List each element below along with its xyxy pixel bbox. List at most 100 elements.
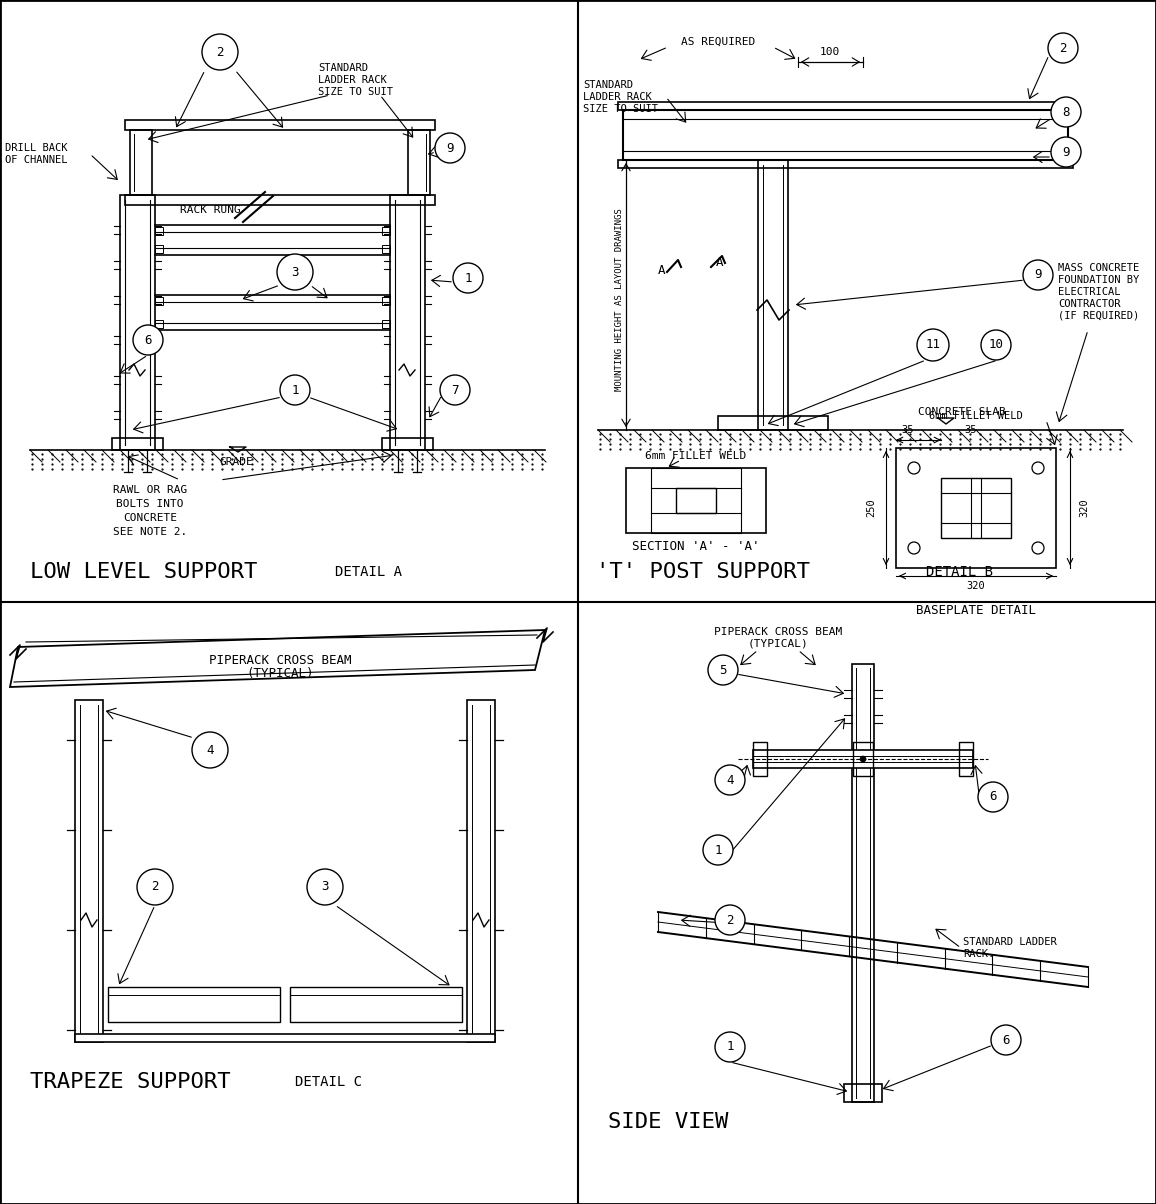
Text: 8: 8 (1062, 106, 1069, 118)
Text: SIZE TO SUIT: SIZE TO SUIT (318, 87, 393, 98)
Text: 2: 2 (151, 880, 158, 893)
Circle shape (1032, 462, 1044, 474)
Circle shape (978, 783, 1008, 811)
Text: STANDARD: STANDARD (583, 79, 633, 90)
Text: 6mm FILLET WELD: 6mm FILLET WELD (929, 411, 1023, 421)
Bar (718, 417, 828, 430)
Text: 1: 1 (726, 1040, 734, 1054)
Text: DETAIL B: DETAIL B (926, 565, 993, 579)
Text: 320: 320 (966, 582, 985, 591)
Bar (155, 320, 163, 327)
Bar (618, 160, 1073, 169)
Circle shape (703, 836, 733, 864)
Text: MASS CONCRETE: MASS CONCRETE (1058, 262, 1140, 273)
Text: LADDER RACK: LADDER RACK (318, 75, 387, 85)
Text: STANDARD LADDER: STANDARD LADDER (963, 937, 1057, 948)
Bar (75, 1034, 495, 1041)
Text: SIZE TO SUIT: SIZE TO SUIT (583, 104, 658, 114)
Bar (844, 1084, 882, 1102)
Bar (959, 742, 973, 777)
Text: A: A (658, 264, 666, 277)
Circle shape (277, 254, 313, 290)
Bar (623, 110, 1068, 160)
Text: BOLTS INTO: BOLTS INTO (117, 498, 184, 509)
Text: 35: 35 (964, 425, 977, 435)
Text: 1: 1 (714, 844, 721, 856)
Text: RAWL OR RAG: RAWL OR RAG (113, 485, 187, 495)
Circle shape (133, 325, 163, 355)
Polygon shape (10, 630, 544, 687)
Circle shape (435, 132, 465, 163)
Circle shape (860, 756, 866, 762)
Bar (155, 228, 163, 235)
Bar (155, 244, 163, 253)
Circle shape (981, 330, 1012, 360)
Circle shape (1051, 137, 1081, 167)
Bar (852, 663, 874, 1102)
Bar (129, 130, 151, 195)
Text: LOW LEVEL SUPPORT: LOW LEVEL SUPPORT (30, 562, 258, 582)
Bar (408, 130, 430, 195)
Text: MOUNTING HEIGHT AS LAYOUT DRAWINGS: MOUNTING HEIGHT AS LAYOUT DRAWINGS (615, 208, 624, 391)
Text: 6: 6 (144, 334, 151, 347)
Text: LADDER RACK: LADDER RACK (583, 92, 652, 102)
Circle shape (192, 732, 228, 768)
Bar (941, 478, 1012, 538)
Text: PIPERACK CROSS BEAM: PIPERACK CROSS BEAM (209, 654, 351, 667)
Text: PIPERACK CROSS BEAM: PIPERACK CROSS BEAM (714, 627, 842, 637)
Text: SEE NOTE 2.: SEE NOTE 2. (113, 527, 187, 537)
Text: 6: 6 (1002, 1033, 1009, 1046)
Text: 2: 2 (726, 914, 734, 927)
Bar (75, 700, 103, 1041)
Text: 2: 2 (216, 46, 224, 59)
Text: CONTRACTOR: CONTRACTOR (1058, 299, 1120, 309)
Text: 'T' POST SUPPORT: 'T' POST SUPPORT (596, 562, 810, 582)
Circle shape (138, 869, 173, 905)
Circle shape (440, 374, 470, 405)
Circle shape (453, 262, 483, 293)
Text: FOUNDATION BY: FOUNDATION BY (1058, 275, 1140, 285)
Text: 9: 9 (446, 142, 454, 154)
Text: (TYPICAL): (TYPICAL) (246, 667, 313, 680)
Circle shape (907, 462, 920, 474)
Bar (651, 468, 741, 533)
Circle shape (707, 655, 738, 685)
Bar (381, 228, 390, 235)
Text: DRILL BACK: DRILL BACK (5, 143, 67, 153)
Bar (125, 120, 435, 130)
Text: RACK RUNG: RACK RUNG (180, 205, 240, 216)
Bar (753, 750, 973, 768)
Text: OF CHANNEL: OF CHANNEL (5, 155, 67, 165)
Circle shape (716, 1032, 744, 1062)
Circle shape (1048, 33, 1079, 63)
Text: (TYPICAL): (TYPICAL) (748, 639, 808, 649)
Bar (381, 438, 434, 450)
Bar (896, 448, 1055, 568)
Bar (853, 742, 873, 777)
Text: SECTION 'A' - 'A': SECTION 'A' - 'A' (632, 539, 759, 553)
Text: 4: 4 (206, 744, 214, 756)
Text: 3: 3 (291, 266, 298, 278)
Text: 35: 35 (901, 425, 913, 435)
Text: GRADE: GRADE (220, 458, 254, 467)
Circle shape (307, 869, 343, 905)
Bar (381, 297, 390, 305)
Circle shape (1051, 98, 1081, 126)
Text: 9: 9 (1035, 268, 1042, 282)
Text: DETAIL C: DETAIL C (295, 1075, 362, 1088)
Text: 5: 5 (719, 663, 727, 677)
Bar (390, 195, 425, 450)
Circle shape (907, 542, 920, 554)
Text: ELECTRICAL: ELECTRICAL (1058, 287, 1120, 297)
Circle shape (716, 905, 744, 936)
Bar (125, 195, 435, 205)
Text: 6mm FILLET WELD: 6mm FILLET WELD (645, 452, 747, 461)
Text: STANDARD: STANDARD (318, 63, 368, 73)
Bar (120, 195, 155, 450)
Text: 1: 1 (465, 271, 472, 284)
Text: CONCRETE: CONCRETE (123, 513, 177, 523)
Text: A: A (716, 256, 724, 270)
Text: 4: 4 (726, 773, 734, 786)
Text: AS REQUIRED: AS REQUIRED (681, 37, 755, 47)
Bar (618, 102, 1073, 110)
